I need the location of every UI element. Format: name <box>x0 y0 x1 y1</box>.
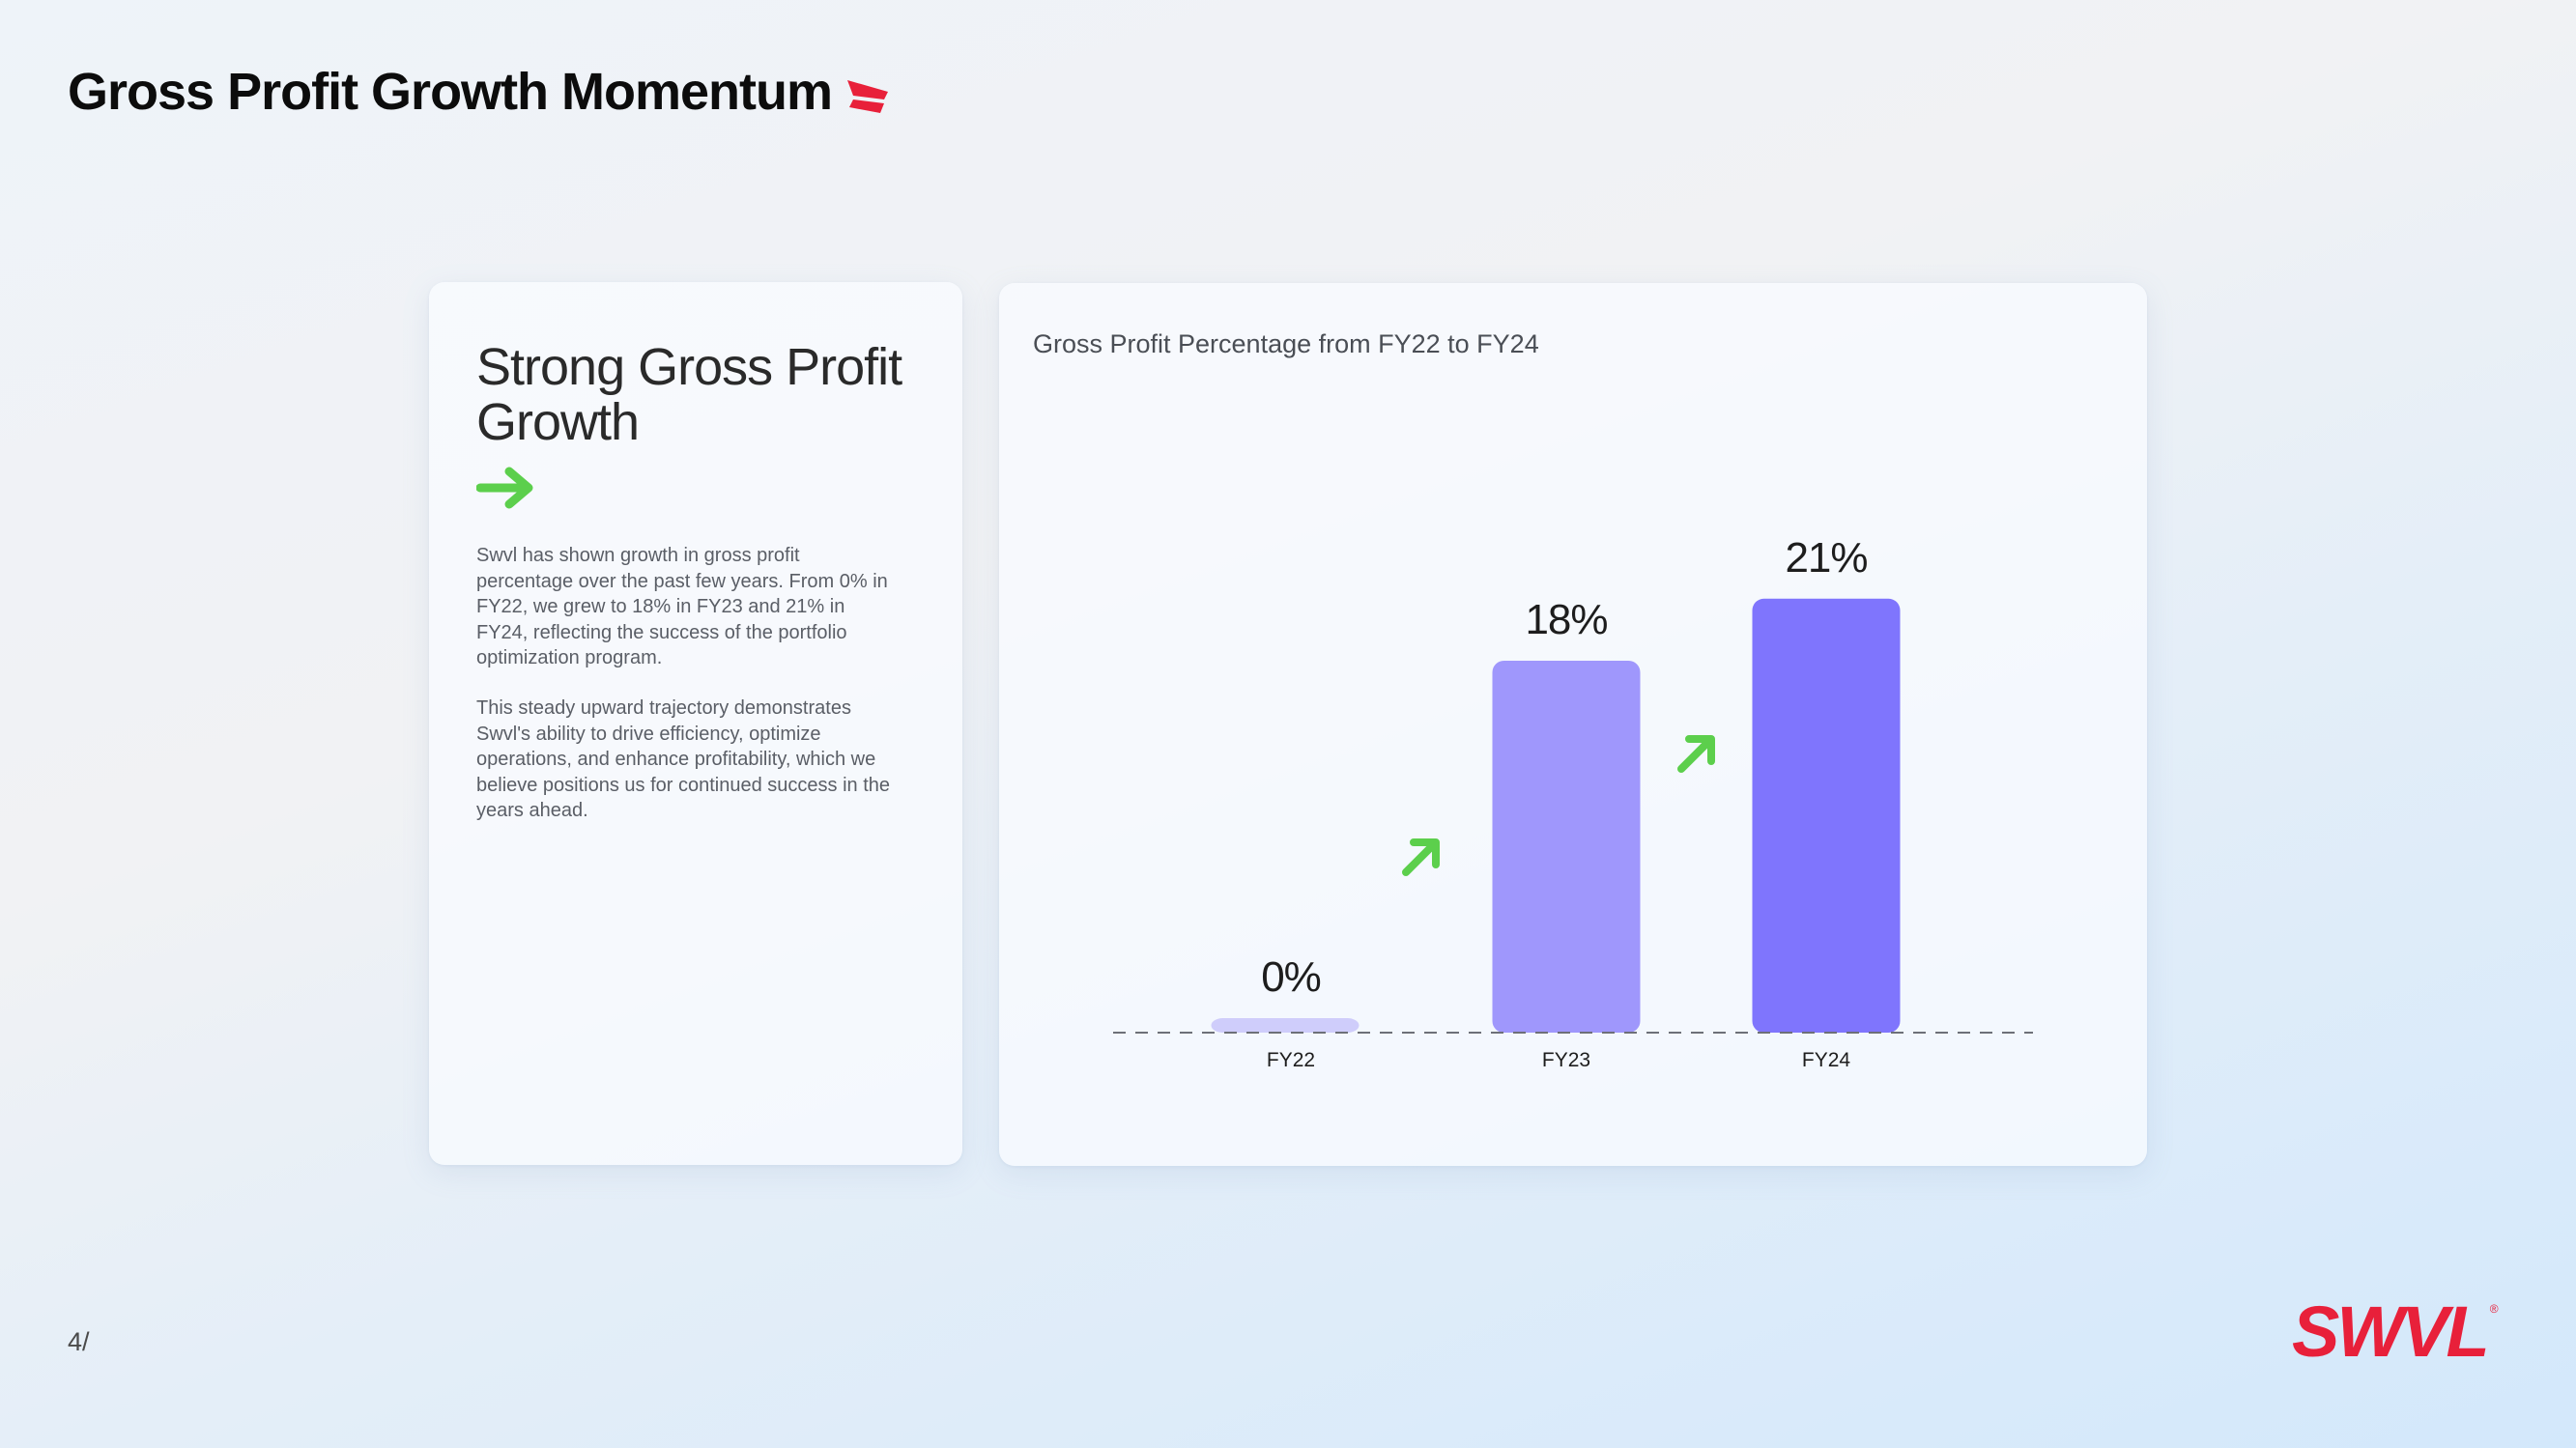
brand-logo-text: SWVL <box>2292 1292 2490 1372</box>
brand-logo: SWVL ® <box>2292 1292 2499 1372</box>
page-title-text: Gross Profit Growth Momentum <box>68 63 833 121</box>
category-label-fy24: FY24 <box>1802 1049 1851 1071</box>
summary-paragraph-1: Swvl has shown growth in gross profit pe… <box>476 545 888 668</box>
bar-fy23 <box>1492 660 1641 1033</box>
bar-chart: 0% FY22 18% FY23 21% FY24 <box>1113 534 2033 1071</box>
right-arrow-icon <box>476 467 533 509</box>
up-right-arrow-icon <box>1677 735 1715 773</box>
red-chevron-icon <box>847 80 889 113</box>
chart-title: Gross Profit Percentage from FY22 to FY2… <box>1033 329 1539 358</box>
data-label-fy23: 18% <box>1525 596 1607 643</box>
data-label-fy22: 0% <box>1261 953 1321 1001</box>
data-label-fy24: 21% <box>1785 534 1867 582</box>
summary-card: Strong Gross Profit Growth Swvl has show… <box>429 282 962 1165</box>
page-number: 4/ <box>68 1327 90 1356</box>
summary-heading: Strong Gross Profit Growth <box>476 338 902 451</box>
page-title: Gross Profit Growth Momentum <box>68 58 892 126</box>
bar-fy22 <box>1211 1018 1360 1033</box>
category-label-fy22: FY22 <box>1267 1049 1315 1071</box>
category-label-fy23: FY23 <box>1542 1049 1590 1071</box>
summary-paragraph-2: This steady upward trajectory demonstrat… <box>476 697 891 821</box>
bar-fy24 <box>1752 598 1901 1033</box>
chart-card: Gross Profit Percentage from FY22 to FY2… <box>999 283 2147 1166</box>
registered-mark: ® <box>2489 1302 2499 1316</box>
up-right-arrow-icon <box>1402 838 1440 876</box>
